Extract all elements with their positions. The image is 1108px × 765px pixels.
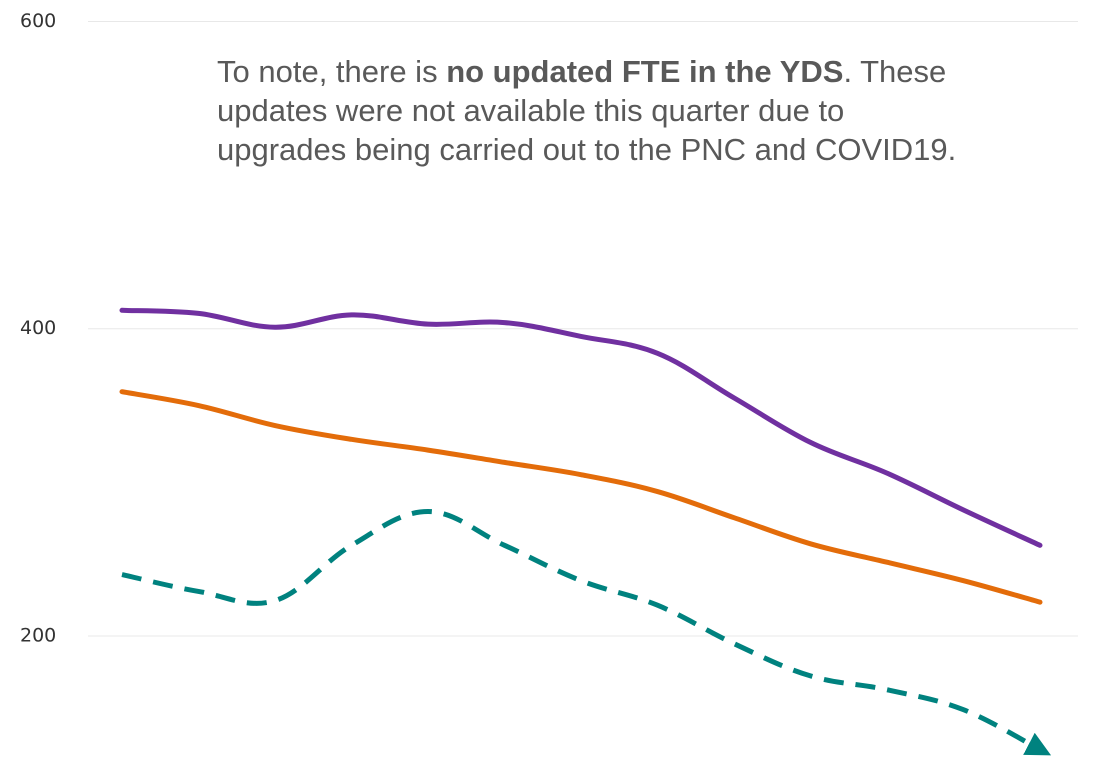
annotation-text: updates were not available this quarter … (217, 93, 845, 128)
annotation-text: . These (843, 54, 947, 89)
annotation-text: To note, there is (217, 54, 447, 89)
annotation: To note, there is no updated FTE in the … (217, 52, 1107, 169)
line-series (119, 307, 1043, 548)
line-series (119, 389, 1043, 605)
y-tick-label: 200 (20, 624, 56, 646)
annotation-bold: no updated FTE in the YDS (446, 54, 844, 89)
y-tick-label: 400 (20, 317, 56, 339)
y-tick-label: 600 (20, 10, 56, 32)
annotation-text: upgrades being carried out to the PNC an… (217, 132, 957, 167)
line-series (121, 509, 1052, 756)
